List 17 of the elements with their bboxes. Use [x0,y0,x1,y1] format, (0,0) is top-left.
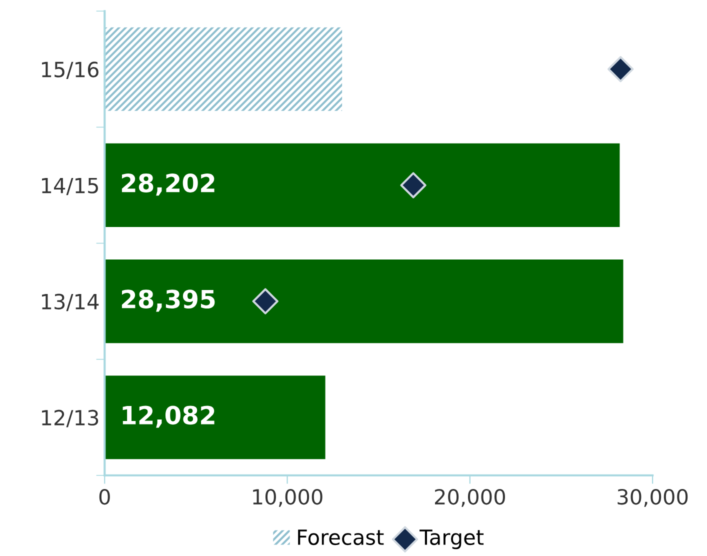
bar [104,376,326,460]
x-tick-label: 30,000 [618,488,688,507]
data-label: 12,082 [122,406,214,428]
legend-label: Target [420,530,484,550]
bar [104,27,342,111]
x-tick-label: 20,000 [434,488,505,507]
y-tick-label: 14/15 [42,178,98,196]
y-tick-label: 15/16 [42,62,98,79]
data-label: 28,202 [122,174,214,196]
x-tick-label: 10,000 [253,488,322,507]
bar [104,260,624,344]
legend-label: Forecast [298,530,384,546]
bar [104,143,620,227]
y-tick-label: 13/14 [42,294,99,312]
data-label: 28,395 [122,290,215,312]
y-tick-label: 12/13 [42,410,98,428]
x-tick-label: 0 [99,488,110,505]
